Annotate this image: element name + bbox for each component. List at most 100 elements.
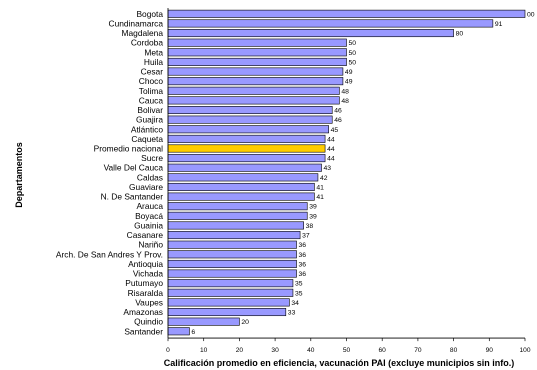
value-label-6: 49 <box>345 69 353 76</box>
value-label-2: 80 <box>456 31 464 38</box>
category-label-5: Huila <box>144 57 163 67</box>
value-label-24: 36 <box>299 242 307 249</box>
bar-12 <box>167 125 329 134</box>
category-label-0: Bogota <box>136 9 163 19</box>
value-label-29: 35 <box>295 290 303 297</box>
value-label-28: 35 <box>295 281 303 288</box>
category-label-20: Arauca <box>136 201 163 211</box>
bar-16 <box>167 163 322 172</box>
category-label-19: N. De Santander <box>101 192 164 202</box>
category-label-4: Meta <box>144 47 163 57</box>
bar-18 <box>167 182 315 191</box>
category-label-28: Putumayo <box>125 278 163 288</box>
category-label-7: Choco <box>139 76 164 86</box>
category-label-15: Sucre <box>141 153 163 163</box>
bar-21 <box>167 211 308 220</box>
category-label-8: Tolima <box>139 86 164 96</box>
bar-3 <box>167 38 347 47</box>
value-label-33: 6 <box>191 329 195 336</box>
value-label-3: 50 <box>349 40 357 47</box>
category-label-23: Casanare <box>127 230 164 240</box>
value-label-31: 33 <box>288 310 296 317</box>
x-tick-label-7: 70 <box>414 347 422 354</box>
x-tick-label-3: 30 <box>271 347 279 354</box>
value-label-7: 49 <box>345 79 353 86</box>
category-label-3: Cordoba <box>131 38 163 48</box>
bar-9 <box>167 96 340 105</box>
value-label-22: 38 <box>306 223 314 230</box>
bar-0 <box>167 9 526 18</box>
bar-33 <box>167 327 190 336</box>
category-label-29: Risaralda <box>128 288 164 298</box>
category-label-17: Caldas <box>137 172 163 182</box>
category-label-21: Boyacá <box>135 211 163 221</box>
bar-20 <box>167 202 308 211</box>
value-label-20: 39 <box>309 204 317 211</box>
value-label-10: 46 <box>334 108 342 115</box>
bar-29 <box>167 288 294 297</box>
x-tick-label-9: 90 <box>486 347 494 354</box>
bar-6 <box>167 67 344 76</box>
category-label-26: Antioquia <box>128 259 163 269</box>
bar-30 <box>167 298 290 307</box>
category-label-11: Guajira <box>136 115 163 125</box>
bar-19 <box>167 192 315 201</box>
value-label-23: 37 <box>302 233 310 240</box>
category-label-12: Atlántico <box>131 124 163 134</box>
category-label-31: Amazonas <box>123 307 163 317</box>
bar-5 <box>167 57 347 66</box>
category-label-10: Bolivar <box>137 105 163 115</box>
value-label-30: 34 <box>291 300 299 307</box>
value-label-27: 36 <box>299 271 307 278</box>
value-label-18: 41 <box>316 184 324 191</box>
bar-10 <box>167 106 333 115</box>
category-label-14: Promedio nacional <box>94 143 164 153</box>
bar-27 <box>167 269 297 278</box>
category-label-33: Santander <box>124 326 163 336</box>
value-label-4: 50 <box>349 50 357 57</box>
bar-14 <box>167 144 326 153</box>
value-label-8: 48 <box>341 88 349 95</box>
bar-13 <box>167 134 326 143</box>
bar-11 <box>167 115 333 124</box>
bar-8 <box>167 86 340 95</box>
category-label-32: Quindio <box>134 317 163 327</box>
x-axis-title: Calificación promedio en eficiencia, vac… <box>164 358 514 368</box>
category-label-6: Cesar <box>141 67 164 77</box>
bar-22 <box>167 221 304 230</box>
bar-25 <box>167 250 297 259</box>
value-label-16: 43 <box>324 165 332 172</box>
value-label-5: 50 <box>349 59 357 66</box>
value-label-17: 42 <box>320 175 328 182</box>
value-label-14: 44 <box>327 146 335 153</box>
x-tick-labels: 0 10 20 30 40 50 60 70 80 90 100 <box>166 338 531 354</box>
value-label-19: 41 <box>316 194 324 201</box>
value-label-1: 91 <box>495 21 503 28</box>
x-tick-label-1: 10 <box>200 347 208 354</box>
y-axis-title: Departamentos <box>14 142 24 208</box>
category-label-16: Valle Del Cauca <box>104 163 164 173</box>
value-label-26: 36 <box>299 261 307 268</box>
x-tick-label-0: 0 <box>166 347 170 354</box>
x-tick-label-8: 80 <box>450 347 458 354</box>
category-label-13: Caqueta <box>131 134 163 144</box>
value-label-32: 20 <box>241 319 249 326</box>
bar-28 <box>167 279 294 288</box>
category-label-25: Arch. De San Andres Y Prov. <box>56 249 163 259</box>
value-label-9: 48 <box>341 98 349 105</box>
x-tick-label-10: 100 <box>519 347 530 354</box>
x-axis <box>167 8 525 339</box>
bar-23 <box>167 231 301 240</box>
value-label-21: 39 <box>309 213 317 220</box>
x-tick-label-6: 60 <box>379 347 387 354</box>
bar-26 <box>167 259 297 268</box>
bar-24 <box>167 240 297 249</box>
value-label-0: 00 <box>527 11 535 18</box>
category-label-24: Nariño <box>138 240 163 250</box>
category-label-2: Magdalena <box>122 28 164 38</box>
value-labels: 00 91 80 50 50 50 49 49 48 48 46 46 45 44 44 44 43 42 41 41… <box>191 11 534 335</box>
value-label-13: 44 <box>327 136 335 143</box>
value-label-11: 46 <box>334 117 342 124</box>
category-label-27: Vichada <box>133 269 163 279</box>
